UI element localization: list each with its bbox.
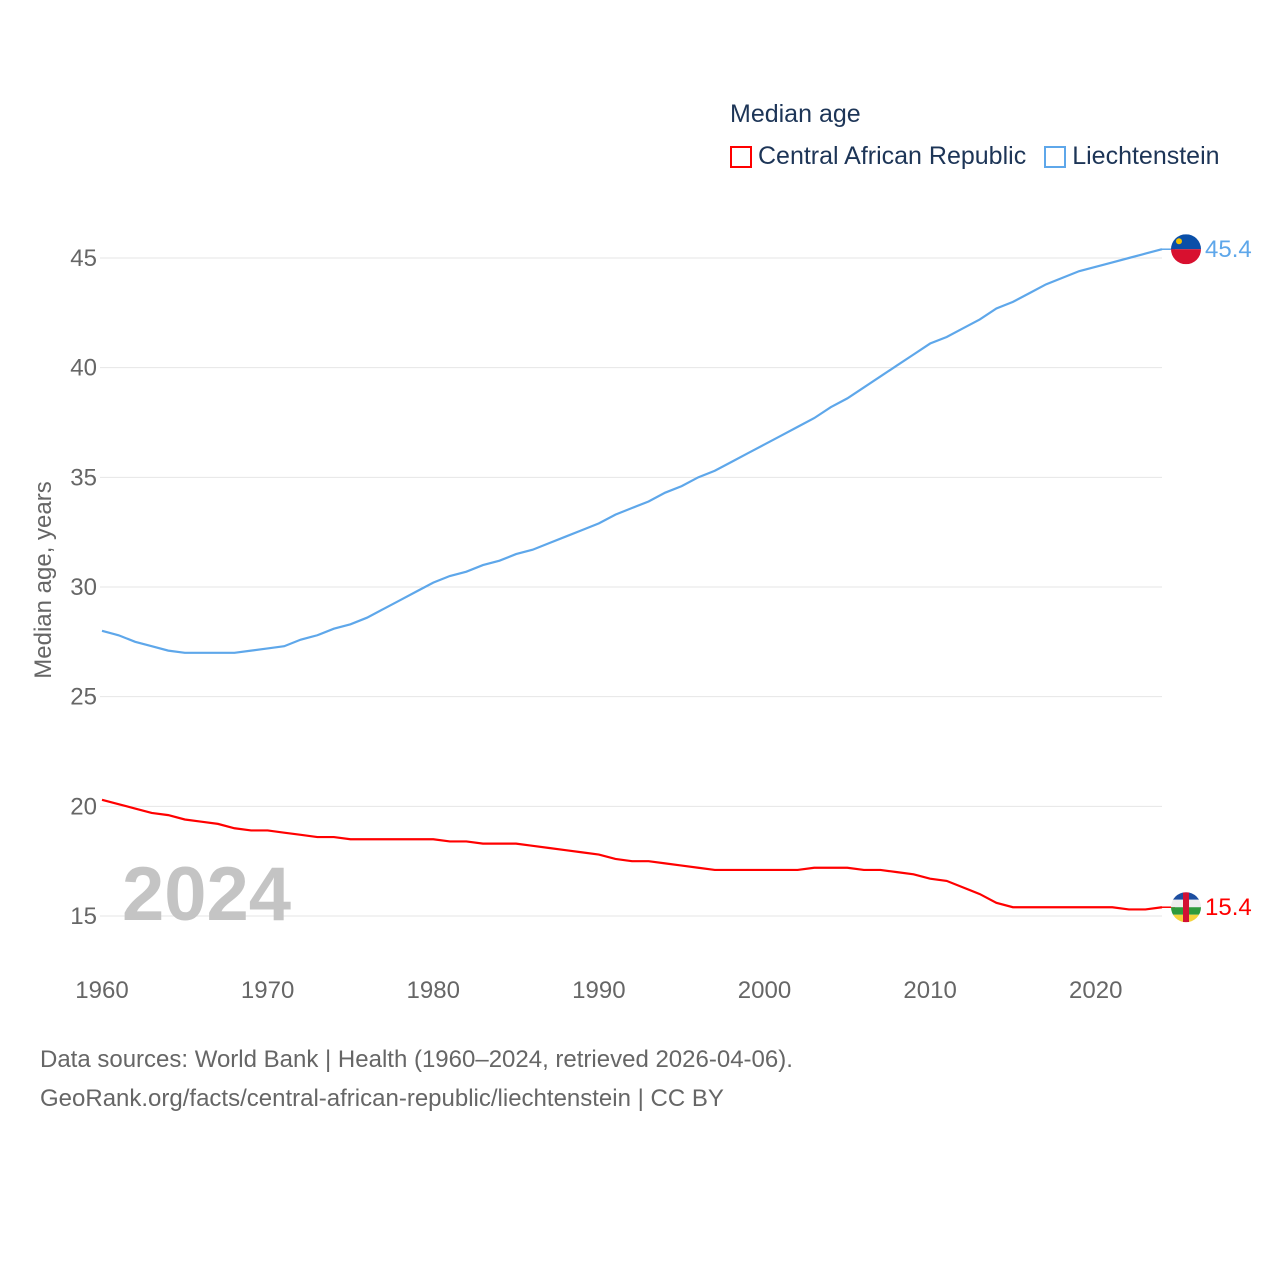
x-tick-label: 1960 xyxy=(75,977,128,1004)
legend-swatch xyxy=(1044,145,1067,168)
legend-title: Median age xyxy=(730,100,861,128)
series-line-car[interactable] xyxy=(101,798,1163,911)
x-tick-label: 2010 xyxy=(903,977,956,1004)
x-tick-label: 2020 xyxy=(1069,977,1122,1004)
legend-label: Liechtenstein xyxy=(1072,142,1220,170)
end-value-label: 45.4 xyxy=(1205,236,1252,263)
y-tick-label: 40 xyxy=(70,355,97,382)
footer-sources: Data sources: World Bank | Health (1960–… xyxy=(40,1046,793,1073)
y-tick-label: 20 xyxy=(70,793,97,820)
y-axis-label: Median age, years xyxy=(30,481,57,678)
legend-item-car[interactable]: Central African Republic xyxy=(730,142,1026,171)
car-flag-icon xyxy=(1171,892,1201,923)
footer-link[interactable]: GeoRank.org/facts/central-african-republ… xyxy=(40,1085,724,1112)
y-tick-label: 25 xyxy=(70,684,97,711)
x-tick-label: 1980 xyxy=(407,977,460,1004)
x-tick-label: 1990 xyxy=(572,977,625,1004)
x-tick-label: 2000 xyxy=(738,977,791,1004)
year-watermark: 2024 xyxy=(122,852,291,937)
y-tick-label: 15 xyxy=(70,903,97,930)
legend-item-liechtenstein[interactable]: Liechtenstein xyxy=(1044,142,1220,171)
x-tick-label: 1970 xyxy=(241,977,294,1004)
y-tick-label: 30 xyxy=(70,574,97,601)
liechtenstein-flag-icon xyxy=(1171,234,1201,265)
legend-label: Central African Republic xyxy=(758,142,1027,170)
series-line-liechtenstein[interactable] xyxy=(101,248,1163,654)
y-tick-label: 45 xyxy=(70,245,97,272)
y-tick-label: 35 xyxy=(70,464,97,491)
legend: Central African Republic Liechtenstein xyxy=(730,142,1220,171)
end-value-label: 15.4 xyxy=(1205,894,1252,921)
legend-swatch xyxy=(730,145,752,168)
